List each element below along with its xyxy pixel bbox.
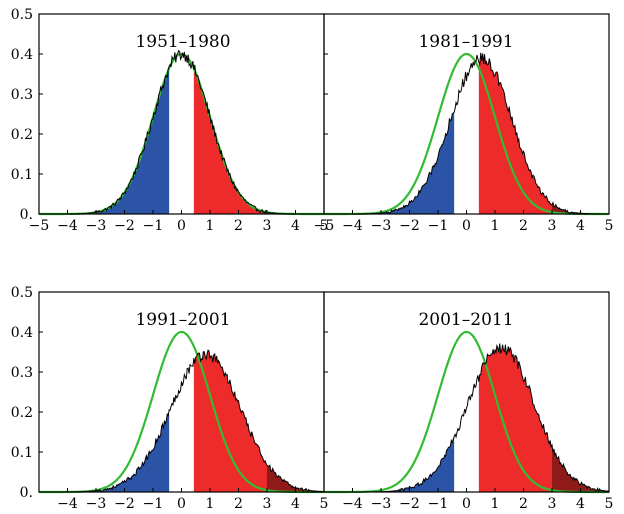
y-tick-label: 0.1 (11, 445, 33, 461)
x-tick-label: −3 (371, 496, 392, 512)
x-tick-label: 0 (177, 218, 186, 234)
x-tick-label: −5 (314, 218, 335, 234)
x-tick-label: 5 (320, 496, 329, 512)
panel-1981-1991: 1981–1991 −5 −4 −3 −2 −1 0 1 2 3 4 5 (314, 13, 614, 234)
x-tick-label: 4 (576, 218, 585, 234)
y-tick-label: 0.5 (11, 285, 33, 301)
x-tick-label: 4 (291, 496, 300, 512)
x-tick-label: −4 (342, 496, 363, 512)
x-tick-label: 2 (519, 218, 528, 234)
data-histogram-outline (39, 49, 324, 215)
x-tick-label: −2 (114, 496, 135, 512)
x-tick-label: 2 (234, 496, 243, 512)
x-tick-label: 0 (462, 218, 471, 234)
x-tick-label: 1 (491, 218, 500, 234)
x-tick-label: −4 (57, 218, 78, 234)
x-tick-label: −4 (57, 496, 78, 512)
reference-normal-curve (324, 330, 609, 494)
shaded-regions (39, 50, 324, 215)
x-tick-label: 3 (548, 218, 557, 234)
region-cold (324, 436, 455, 492)
x-tick-label: −3 (86, 496, 107, 512)
x-tick-label: −1 (428, 496, 449, 512)
x-tick-label: −1 (143, 218, 164, 234)
x-tick-label: 3 (263, 496, 272, 512)
x-tick-label: 4 (291, 218, 300, 234)
region-hot (193, 350, 267, 492)
shaded-regions (324, 343, 609, 492)
region-hot (478, 343, 552, 492)
x-tick-label: 4 (576, 496, 585, 512)
x-tick-label: −4 (342, 218, 363, 234)
x-tick-label: 0 (177, 496, 186, 512)
x-tick-label: 0 (462, 496, 471, 512)
region-cold (39, 66, 170, 214)
x-tick-label: 5 (320, 218, 329, 234)
y-tick-label: 0.3 (11, 365, 33, 381)
y-tick-label: 0.4 (11, 325, 33, 341)
x-tick-label: 1 (206, 218, 215, 234)
x-tick-label: 2 (519, 496, 528, 512)
region-extremely-hot (552, 445, 609, 492)
x-tick-label: 1 (491, 496, 500, 512)
panel-2001-2011: 2001–2011 −4 −3 −2 −1 0 1 2 3 4 5 (323, 291, 614, 512)
x-tick-label: 2 (234, 218, 243, 234)
panel-1991-2001: 1991–2001 −4 −3 −2 −1 0 1 2 3 4 5 0. 0.1 0.2 0.3 0.4 0.… (11, 285, 329, 512)
x-tick-label: −2 (399, 218, 420, 234)
panel-title-1951-1980: 1951–1980 (135, 32, 230, 52)
region-hot (193, 64, 267, 215)
panel-title-2001-2011: 2001–2011 (418, 310, 513, 330)
region-cold (39, 409, 170, 492)
x-tick-label: −1 (143, 496, 164, 512)
panel-1951-1980: 1951–1980 −5 −4 −3 −2 −1 0 1 2 3 4 5 0. 0.1 0.2 0.3 0.4… (11, 7, 329, 234)
x-tick-label: −5 (29, 218, 50, 234)
x-tick-label: −3 (371, 218, 392, 234)
x-tick-label: 5 (605, 218, 614, 234)
y-tick-label: 0.2 (11, 127, 33, 143)
y-tick-label: 0. (20, 485, 33, 501)
y-tick-label: 0.1 (11, 167, 33, 183)
shaded-regions (39, 350, 324, 492)
region-extremely-hot (267, 465, 324, 492)
panel-title-1991-2001: 1991–2001 (135, 310, 230, 330)
region-neutral (170, 50, 193, 214)
x-tick-label: 5 (605, 496, 614, 512)
y-tick-label: 0.2 (11, 405, 33, 421)
panel-title-1981-1991: 1981–1991 (418, 32, 513, 52)
x-tick-label: −2 (114, 218, 135, 234)
y-tick-label: 0.4 (11, 47, 33, 63)
y-tick-label: 0.3 (11, 87, 33, 103)
region-neutral (455, 375, 478, 492)
x-tick-label: −1 (428, 218, 449, 234)
x-tick-label: 1 (206, 496, 215, 512)
y-tick-label: 0.5 (11, 7, 33, 23)
x-tick-label: −2 (399, 496, 420, 512)
y-tick-label: 0. (20, 207, 33, 223)
x-tick-label: 3 (548, 496, 557, 512)
x-tick-label: −3 (86, 218, 107, 234)
region-neutral (455, 55, 478, 214)
x-tick-label: 3 (263, 218, 272, 234)
